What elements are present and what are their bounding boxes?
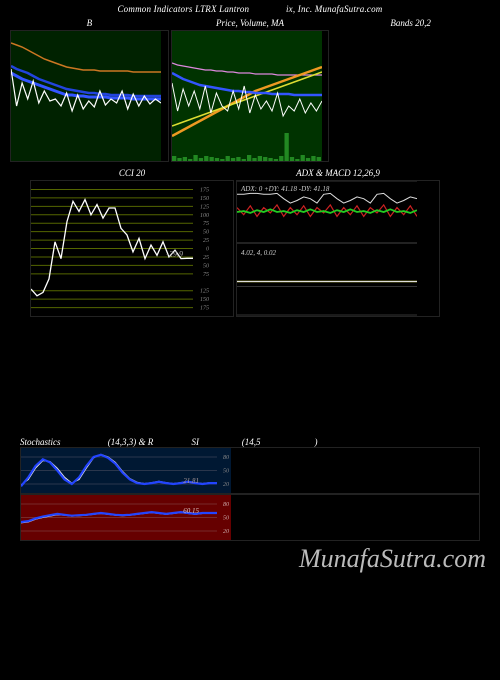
svg-text:150: 150: [200, 297, 209, 303]
stoch-t5: ): [315, 437, 318, 447]
svg-text:150: 150: [200, 196, 209, 202]
svg-text:75: 75: [203, 272, 209, 278]
chart-title-adx: ADX & MACD 12,26,9: [236, 166, 440, 180]
header-center: ommon Indicators LTRX Lantron: [124, 4, 250, 14]
page-header: Common Indicators LTRX Lantron ix, Inc. …: [0, 0, 500, 16]
svg-text:80: 80: [223, 502, 229, 508]
svg-text:25: 25: [203, 255, 209, 261]
chart-price: [171, 30, 330, 162]
svg-text:4.02, 4, 0.02: 4.02, 4, 0.02: [241, 249, 277, 257]
svg-text:125: 125: [200, 204, 209, 210]
mid-chart-row: CCI 20 175150125100755025025507512515017…: [0, 166, 500, 317]
svg-text:50: 50: [223, 516, 229, 522]
svg-text:0: 0: [206, 247, 209, 253]
stoch-title-row: Stochastics (14,3,3) & R SI (14,5 ): [0, 437, 500, 447]
chart-adx: ADX: 0 +DY: 41.18 -DY: 41.184.02, 4, 0.0…: [236, 180, 440, 317]
chart-stoch1: 80 50 20 21.81: [20, 447, 480, 494]
chart-cci: 175 150 125 100 75 50 25 0 25 50 75 125 150 175 -29.9: [30, 180, 234, 317]
stoch-t3: SI: [192, 437, 200, 447]
stoch-t1: Stochastics: [20, 437, 61, 447]
chart-b: [10, 30, 169, 162]
svg-text:125: 125: [200, 289, 209, 295]
svg-text:21.81: 21.81: [183, 477, 199, 485]
svg-text:ADX: 0 +DY: 41.18 -DY: 41.: ADX: 0 +DY: 41.18 -DY: 41.18: [240, 185, 330, 193]
chart-stoch2: 80 50 20 60.15: [20, 494, 480, 541]
svg-text:175: 175: [200, 306, 209, 312]
header-right: ix, Inc. MunafaSutra.com: [286, 4, 383, 14]
svg-text:75: 75: [203, 221, 209, 227]
stoch-t2: (14,3,3) & R: [108, 437, 154, 447]
chart-title-cci: CCI 20: [30, 166, 234, 180]
svg-text:80: 80: [223, 455, 229, 461]
svg-text:50: 50: [203, 263, 209, 269]
watermark: MunafaSutra.com: [299, 544, 486, 574]
chart-title-price: Price, Volume, MA: [171, 16, 330, 30]
svg-text:100: 100: [200, 213, 209, 219]
svg-text:50: 50: [203, 230, 209, 236]
svg-text:25: 25: [203, 238, 209, 244]
stoch-charts: 80 50 20 21.81 80 50 20 60.15: [0, 447, 500, 541]
svg-text:20: 20: [223, 529, 229, 535]
chart-title-b: B: [10, 16, 169, 30]
svg-text:20: 20: [223, 482, 229, 488]
svg-text:60.15: 60.15: [183, 507, 199, 515]
svg-text:175: 175: [200, 187, 209, 193]
svg-text:-29.9: -29.9: [166, 250, 183, 259]
chart-title-bands: Bands 20,2: [331, 16, 490, 30]
chart-bands: [331, 30, 490, 160]
svg-text:50: 50: [223, 469, 229, 475]
top-chart-row: B Price, Volume, MA Bands 20,2: [0, 16, 500, 162]
stoch-t4: (14,5: [242, 437, 261, 447]
